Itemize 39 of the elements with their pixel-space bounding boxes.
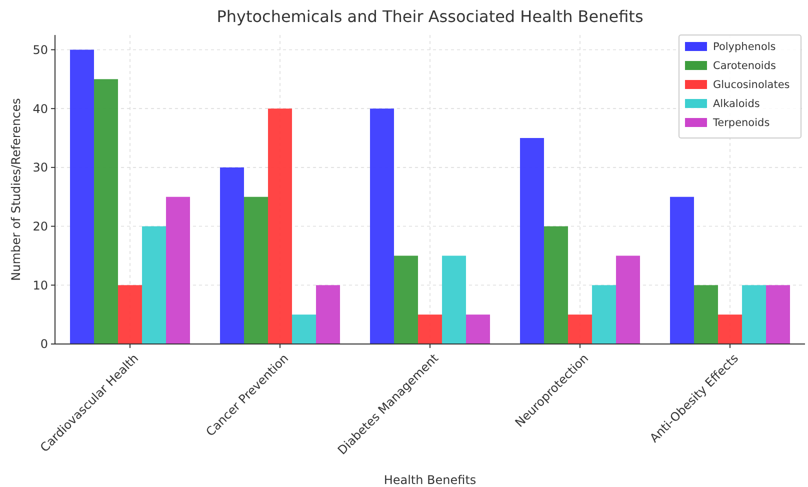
bar — [520, 138, 544, 344]
bar — [142, 226, 166, 344]
bar — [766, 285, 790, 344]
bar — [418, 314, 442, 344]
bar — [568, 314, 592, 344]
bar — [292, 314, 316, 344]
bar — [118, 285, 142, 344]
y-tick-label: 10 — [32, 278, 48, 292]
y-axis-title: Number of Studies/References — [9, 98, 23, 281]
bar — [466, 314, 490, 344]
bar — [544, 226, 568, 344]
y-tick-label: 0 — [40, 337, 48, 352]
bar — [442, 256, 466, 344]
legend-label: Polyphenols — [713, 41, 776, 54]
bar — [370, 108, 394, 344]
y-tick-label: 30 — [32, 160, 48, 175]
bar — [718, 314, 742, 344]
bar — [742, 285, 766, 344]
y-tick-label: 50 — [32, 42, 48, 57]
bar — [244, 196, 268, 344]
bar — [220, 167, 244, 344]
bar — [166, 196, 190, 344]
bar — [592, 285, 616, 344]
legend-label: Carotenoids — [713, 60, 776, 72]
legend-label: Glucosinolates — [713, 79, 790, 92]
bar — [268, 108, 292, 344]
chart-title: Phytochemicals and Their Associated Health Benefits — [216, 7, 644, 26]
bar — [670, 196, 694, 344]
y-tick-label: 40 — [32, 102, 48, 116]
legend-label: Alkaloids — [713, 98, 760, 110]
bar — [70, 50, 94, 344]
bar — [94, 79, 118, 344]
x-axis-title: Health Benefits — [384, 473, 476, 487]
legend-label: Terpenoids — [712, 117, 770, 130]
y-tick-label: 20 — [32, 219, 48, 234]
bar — [694, 285, 718, 344]
bar — [316, 285, 340, 344]
bar — [394, 256, 418, 344]
bar — [616, 256, 640, 344]
